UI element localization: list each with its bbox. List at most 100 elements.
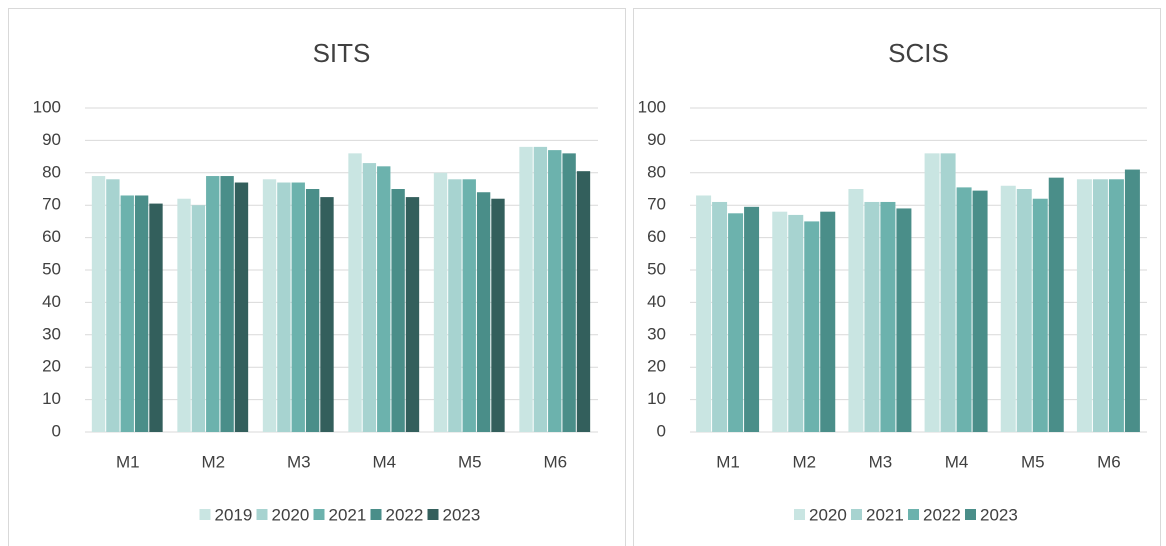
legend-swatch — [256, 509, 268, 520]
y-tick-label: 40 — [42, 292, 61, 311]
bar — [1016, 189, 1032, 432]
bar — [277, 182, 291, 432]
bar — [533, 146, 548, 432]
x-tick-label: M3 — [869, 452, 893, 471]
legend-swatch — [199, 509, 211, 520]
bar — [519, 146, 533, 432]
y-tick-label: 50 — [647, 259, 666, 278]
y-tick-label: 0 — [657, 421, 666, 440]
y-tick-label: 60 — [42, 227, 61, 246]
legend-label: 2019 — [215, 505, 253, 524]
y-tick-label: 80 — [42, 162, 61, 181]
bar — [1000, 185, 1016, 432]
bar — [120, 195, 134, 432]
x-tick-label: M6 — [1097, 452, 1121, 471]
bar — [924, 153, 940, 433]
bar — [91, 176, 106, 432]
x-tick-label: M4 — [372, 452, 396, 471]
legend-label: 2020 — [809, 505, 847, 524]
legend-label: 2022 — [923, 505, 961, 524]
legend-label: 2020 — [272, 505, 310, 524]
bar — [377, 166, 391, 432]
y-tick-label: 70 — [42, 195, 61, 214]
y-tick-label: 80 — [647, 162, 666, 181]
x-tick-label: M1 — [716, 452, 740, 471]
bar — [206, 176, 220, 432]
bar — [433, 172, 448, 433]
x-tick-label: M3 — [287, 452, 311, 471]
bar — [1124, 169, 1140, 432]
bar — [291, 182, 305, 432]
bar — [864, 201, 880, 432]
y-tick-label: 0 — [52, 421, 61, 440]
chart-title: SITS — [313, 38, 371, 68]
bar — [848, 189, 864, 432]
y-tick-label: 100 — [33, 97, 61, 116]
bar — [234, 182, 249, 432]
bar — [149, 203, 163, 432]
bar — [744, 206, 760, 432]
bar — [1048, 177, 1064, 432]
bar — [956, 187, 972, 432]
bar — [820, 211, 836, 432]
bar — [348, 153, 362, 433]
bar — [940, 153, 956, 433]
y-tick-label: 30 — [42, 324, 61, 343]
legend-swatch — [908, 509, 919, 520]
bar — [712, 201, 728, 432]
legend-label: 2021 — [329, 505, 367, 524]
panel — [633, 8, 1161, 546]
x-tick-label: M5 — [1021, 452, 1045, 471]
legend-label: 2023 — [443, 505, 481, 524]
y-tick-label: 20 — [647, 357, 666, 376]
x-tick-label: M6 — [543, 452, 567, 471]
bar — [1032, 198, 1048, 432]
bar — [191, 205, 206, 432]
bar — [134, 195, 149, 432]
bar — [880, 201, 896, 432]
legend-swatch — [427, 509, 439, 520]
bar — [1108, 179, 1124, 432]
y-tick-label: 10 — [42, 389, 61, 408]
bar — [576, 171, 591, 432]
panel — [8, 8, 626, 546]
bar — [220, 176, 234, 432]
x-tick-label: M2 — [201, 452, 225, 471]
bar — [1092, 179, 1108, 432]
bar — [262, 179, 277, 432]
legend-swatch — [965, 509, 976, 520]
y-tick-label: 50 — [42, 259, 61, 278]
y-tick-label: 100 — [638, 97, 666, 116]
bar — [305, 189, 320, 432]
legend-label: 2022 — [386, 505, 424, 524]
y-tick-label: 10 — [647, 389, 666, 408]
bar — [391, 189, 405, 432]
bar — [448, 179, 462, 432]
legend-swatch — [851, 509, 862, 520]
bar — [788, 214, 804, 432]
legend-swatch — [794, 509, 805, 520]
bar — [320, 197, 334, 432]
bar — [362, 163, 377, 432]
bar — [491, 198, 505, 432]
bar — [728, 213, 744, 432]
bar — [405, 197, 420, 432]
chart-title: SCIS — [888, 38, 949, 68]
bar — [562, 153, 576, 433]
y-tick-label: 90 — [42, 130, 61, 149]
y-tick-label: 90 — [647, 130, 666, 149]
y-tick-label: 60 — [647, 227, 666, 246]
legend-swatch — [313, 509, 325, 520]
x-tick-label: M2 — [792, 452, 816, 471]
bar — [177, 198, 191, 432]
bar — [476, 192, 491, 432]
x-tick-label: M5 — [458, 452, 482, 471]
bar — [896, 208, 912, 432]
y-tick-label: 40 — [647, 292, 666, 311]
bar — [772, 211, 788, 432]
bar — [1076, 179, 1092, 432]
bar — [548, 150, 562, 432]
x-tick-label: M1 — [116, 452, 140, 471]
y-tick-label: 30 — [647, 324, 666, 343]
